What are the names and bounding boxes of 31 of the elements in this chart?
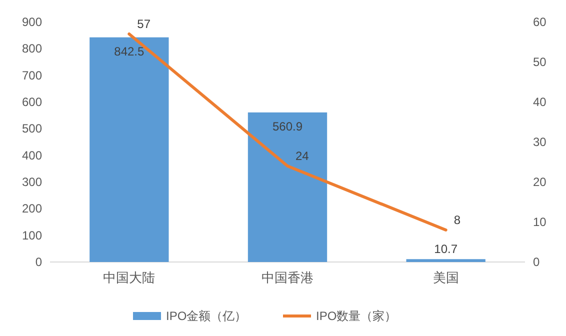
y2-tick-label: 30 (533, 135, 547, 149)
data-label: 8 (454, 213, 461, 227)
y-tick-label: 700 (22, 68, 42, 82)
y2-tick-label: 0 (533, 255, 540, 269)
y2-tick-label: 50 (533, 55, 547, 69)
y2-tick-label: 60 (533, 15, 547, 29)
y2-tick-label: 20 (533, 175, 547, 189)
y-tick-label: 0 (35, 255, 42, 269)
bar (248, 112, 328, 262)
y-tick-label: 900 (22, 15, 42, 29)
data-label: 24 (296, 149, 310, 163)
bar (90, 37, 169, 262)
y-tick-label: 300 (22, 175, 42, 189)
y-tick-label: 600 (22, 95, 42, 109)
data-label: 10.7 (434, 242, 458, 256)
bar (406, 259, 486, 262)
y-tick-label: 400 (22, 148, 42, 162)
y2-tick-label: 10 (533, 215, 547, 229)
legend-label: IPO金额（亿） (166, 309, 247, 323)
y-tick-label: 500 (22, 122, 42, 136)
data-label: 560.9 (272, 119, 303, 134)
data-label: 57 (137, 17, 151, 31)
y-tick-label: 200 (22, 202, 42, 216)
y-tick-label: 800 (22, 42, 42, 56)
data-label: 842.5 (114, 44, 145, 58)
x-tick-label: 中国大陆 (103, 270, 156, 285)
x-tick-label: 美国 (432, 270, 459, 285)
y-tick-label: 100 (22, 228, 42, 242)
legend-label: IPO数量（家） (316, 309, 397, 323)
x-tick-label: 中国香港 (262, 270, 314, 285)
y2-tick-label: 40 (533, 95, 547, 109)
